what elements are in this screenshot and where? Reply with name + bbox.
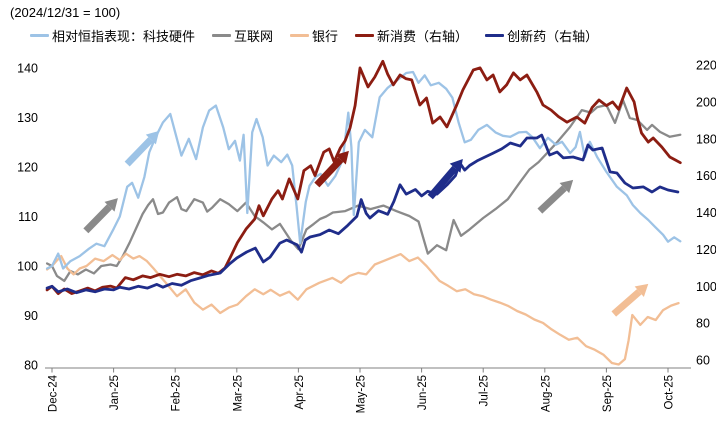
chart-legend: 相对恒指表现：科技硬件 互联网 银行 新消费（右轴） 创新药（右轴）: [30, 26, 598, 45]
y-axis-right-tick-label: 60: [696, 354, 710, 368]
x-axis-tick-label: Jul-25: [479, 375, 491, 406]
series-line-bank: [45, 252, 680, 366]
y-axis-right-tick-label: 140: [696, 206, 716, 220]
series-line-tech_hardware: [45, 70, 682, 270]
series-line-innovative_drug: [45, 133, 680, 295]
legend-label-innovative-drug: 创新药（右轴）: [507, 29, 599, 44]
legend-swatch-bank-icon: [290, 34, 310, 37]
x-axis-tick-label: Jan-25: [109, 375, 121, 410]
trend-arrow-head-0: [104, 198, 118, 212]
trend-arrow-head-1: [145, 130, 160, 145]
trend-arrow-shaft-2: [314, 157, 344, 188]
y-axis-left-tick-label: 130: [17, 111, 38, 125]
trend-arrow-head-5: [634, 283, 649, 297]
x-axis-tick-label: Oct-25: [664, 375, 676, 410]
trend-arrow-shaft-5: [611, 289, 642, 317]
trend-arrow-shaft-4: [537, 185, 567, 214]
y-axis-left-tick-label: 100: [17, 260, 38, 274]
y-axis-right-tick-label: 180: [696, 132, 716, 146]
legend-item-tech-hardware: 相对恒指表现：科技硬件: [30, 26, 195, 45]
series-line-new_consumption: [45, 59, 682, 296]
x-axis-tick-label: Mar-25: [232, 375, 244, 411]
y-axis-right-tick-label: 200: [696, 95, 716, 109]
x-axis-tick-label: Aug-25: [540, 375, 552, 412]
y-axis-right-tick-label: 100: [696, 280, 716, 294]
y-axis-left-tick-label: 140: [17, 62, 38, 76]
legend-swatch-innovative-drug-icon: [485, 34, 505, 37]
series-line-internet: [45, 99, 682, 283]
y-axis-right-tick-label: 220: [696, 59, 716, 73]
x-axis-tick-label: May-25: [356, 375, 368, 413]
x-axis-tick-label: Feb-25: [171, 375, 183, 411]
y-axis-right-tick-label: 120: [696, 243, 716, 257]
trend-arrow-head-2: [335, 150, 349, 165]
x-axis-tick-label: Sep-25: [602, 375, 614, 412]
y-axis-right-tick-label: 160: [696, 169, 716, 183]
legend-swatch-tech-hardware-icon: [30, 34, 49, 37]
x-axis-tick-label: Dec-24: [48, 374, 60, 412]
legend-swatch-new-consumption-icon: [355, 34, 375, 37]
trend-arrow-shaft-3: [427, 165, 458, 200]
legend-item-innovative-drug: 创新药（右轴）: [485, 26, 598, 45]
legend-item-new-consumption: 新消费（右轴）: [355, 26, 468, 45]
legend-swatch-internet-icon: [212, 34, 232, 37]
trend-arrow-head-4: [559, 179, 574, 194]
trend-arrow-shaft-0: [83, 204, 113, 234]
y-axis-left-tick-label: 110: [18, 210, 38, 224]
y-axis-right-tick-label: 80: [696, 317, 710, 331]
trend-arrow-head-3: [449, 159, 463, 173]
legend-label-tech-hardware: 相对恒指表现：科技硬件: [52, 29, 196, 44]
y-axis-left-tick-label: 80: [24, 359, 38, 373]
legend-item-bank: 银行: [290, 26, 338, 45]
y-axis-left-tick-label: 90: [24, 309, 38, 323]
x-axis-tick-label: Apr-25: [294, 375, 306, 410]
legend-item-internet: 互联网: [212, 26, 273, 45]
legend-label-bank: 银行: [312, 29, 339, 44]
legend-label-internet: 互联网: [234, 29, 274, 44]
legend-label-new-consumption: 新消费（右轴）: [377, 29, 469, 44]
trend-arrow-shaft-1: [124, 137, 154, 167]
x-axis-tick-label: Jun-25: [417, 375, 429, 410]
chart-title-note: (2024/12/31 = 100): [10, 5, 121, 20]
y-axis-left-tick-label: 120: [17, 161, 38, 175]
